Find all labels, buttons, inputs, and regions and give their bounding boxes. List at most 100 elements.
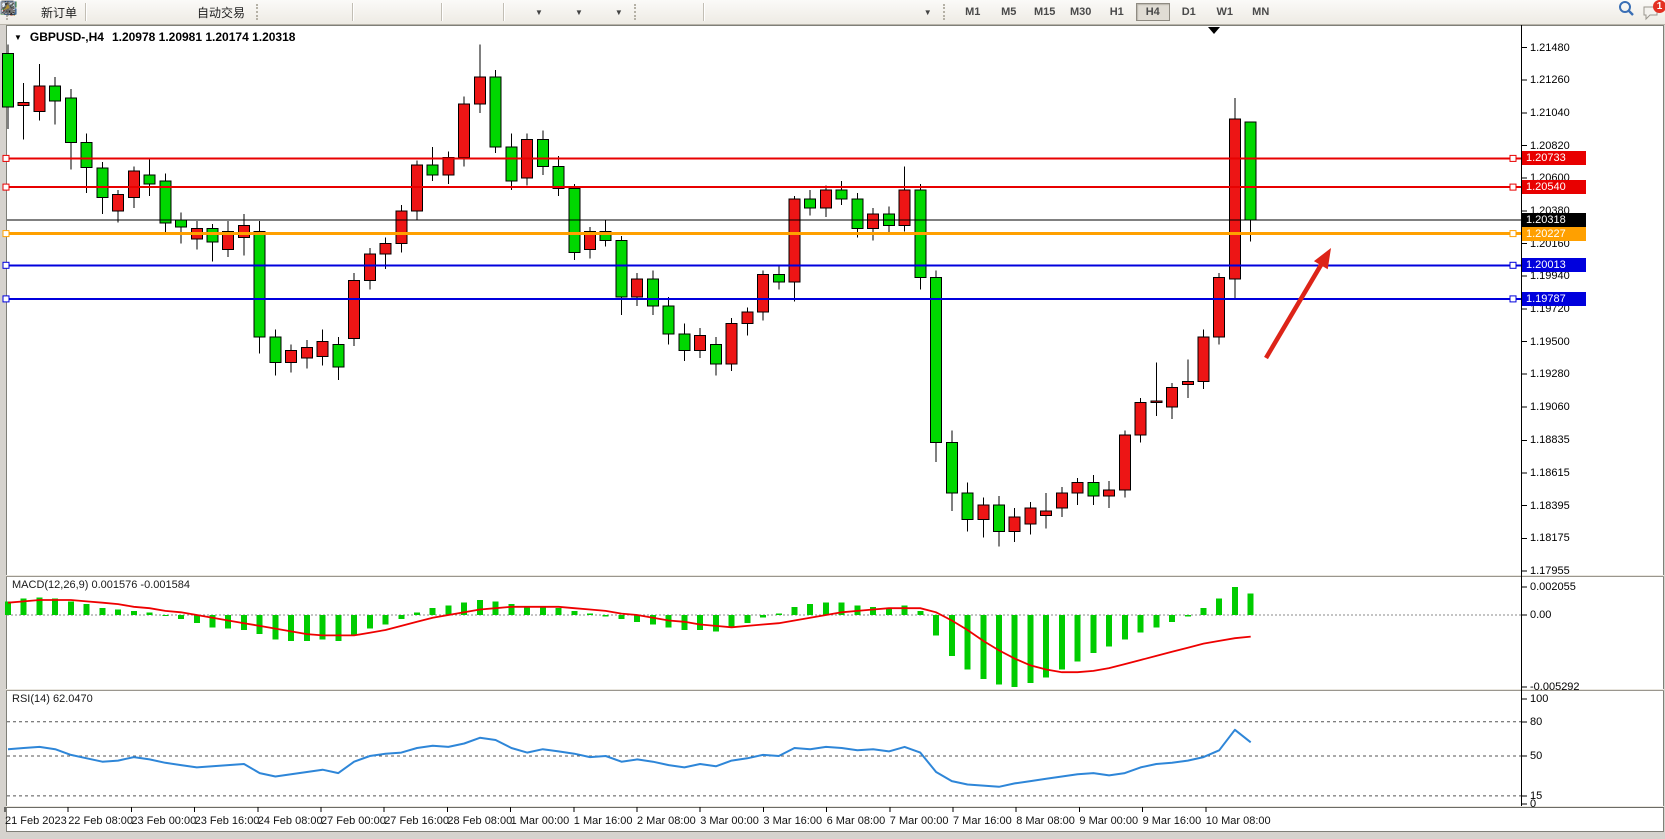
macd-scale-label: 0.00 [1530, 609, 1552, 621]
text-label-icon: T [1, 2, 892, 20]
rsi-label: RSI(14) 62.0470 [12, 693, 93, 705]
macd-scale-label: -0.005292 [1530, 681, 1580, 693]
timeframe-D1[interactable]: D1 [1181, 6, 1196, 18]
toolbar-grip[interactable] [633, 4, 640, 20]
price-tick-label: 1.18395 [1530, 499, 1570, 512]
chevron-down-icon: ▼ [614, 7, 623, 17]
timeframe-W1[interactable]: W1 [1216, 6, 1233, 18]
timeframe-H4[interactable]: H4 [1135, 3, 1170, 21]
notifications-button[interactable]: 1 [1642, 0, 1665, 21]
text-label-button[interactable]: T [1, 1, 897, 23]
time-tick-label: 1 Mar 00:00 [510, 815, 570, 827]
price-tick-label: 1.18615 [1530, 467, 1570, 479]
chevron-down-icon: ▼ [574, 7, 583, 17]
macd-signal-line [7, 599, 1251, 674]
rsi-scale-label: 100 [1530, 693, 1549, 705]
rsi-splitter[interactable] [6, 689, 1664, 691]
time-tick-label: 27 Feb 16:00 [384, 815, 450, 827]
svg-text:A: A [4, 1, 13, 16]
chart-shift-marker[interactable] [1208, 27, 1220, 34]
price-badge-1.20733: 1.20733 [1522, 151, 1586, 166]
line-handle[interactable] [1509, 183, 1517, 191]
new-order-label: 新订单 [41, 5, 78, 20]
time-tick-label: 3 Mar 16:00 [763, 815, 823, 827]
arrows-button[interactable]: ▼ [4, 1, 937, 23]
price-badge-1.20540: 1.20540 [1522, 180, 1586, 195]
rsi-scale-label: 80 [1530, 716, 1543, 728]
macd-splitter[interactable] [6, 575, 1664, 577]
time-tick-label: 3 Mar 00:00 [700, 815, 759, 827]
timeframe-H1[interactable]: H1 [1109, 6, 1124, 18]
timeframe-M1[interactable]: M1 [965, 6, 981, 18]
time-tick-label: 10 Mar 08:00 [1205, 815, 1271, 827]
line-handle[interactable] [2, 230, 10, 238]
time-axis-border [6, 806, 1664, 808]
chart-ohlc: 1.20978 1.20981 1.20174 1.20318 [111, 30, 296, 44]
svg-text:T: T [5, 3, 12, 15]
time-tick-label: 23 Feb 00:00 [131, 815, 197, 827]
text-icon: A [4, 1, 865, 20]
time-tick-label: 9 Mar 16:00 [1142, 815, 1202, 827]
price-tick-label: 1.17955 [1530, 565, 1570, 577]
line-handle[interactable] [1509, 230, 1517, 238]
time-tick-label: 8 Mar 08:00 [1016, 815, 1075, 827]
price-badge-1.20227: 1.20227 [1522, 226, 1586, 241]
line-handle[interactable] [2, 154, 10, 162]
price-tick-label: 1.18835 [1530, 434, 1570, 447]
line-handle[interactable] [1509, 295, 1517, 303]
candles [2, 44, 1257, 547]
time-tick-label: 23 Feb 16:00 [194, 815, 260, 827]
macd-label: MACD(12,26,9) 0.001576 -0.001584 [12, 579, 190, 591]
timeframe-M15[interactable]: M15 [1034, 6, 1056, 18]
price-tick-label: 1.21040 [1530, 106, 1570, 119]
autotrading-label: 自动交易 [197, 5, 246, 20]
line-handle[interactable] [2, 261, 10, 269]
line-handle[interactable] [1509, 261, 1517, 269]
price-badge-1.19787: 1.19787 [1522, 291, 1586, 306]
timeframe-MN[interactable]: MN [1252, 6, 1270, 18]
chart-symbol: GBPUSD-,H4 [29, 30, 104, 44]
axis-ticks [4, 47, 1527, 812]
rsi-scale-label: 15 [1530, 790, 1543, 802]
price-tick-label: 1.20820 [1530, 139, 1570, 152]
time-tick-label: 7 Mar 16:00 [953, 815, 1012, 827]
chevron-down-icon: ▼ [535, 7, 543, 17]
price-tick-label: 1.19940 [1530, 270, 1570, 283]
price-badge-1.20318: 1.20318 [1522, 213, 1586, 228]
toolbar-grip[interactable] [942, 4, 949, 20]
price-tick-label: 1.19280 [1530, 368, 1570, 381]
time-tick-label: 24 Feb 08:00 [257, 815, 323, 827]
line-handle[interactable] [1509, 154, 1517, 162]
time-tick-label: 1 Mar 16:00 [573, 815, 633, 827]
timeframe-M30[interactable]: M30 [1070, 6, 1092, 18]
notification-badge: 1 [1653, 0, 1665, 13]
timeframe-toolbar: M1 M5 M15 M30 H1 H4 D1 W1 MN [952, 0, 1282, 24]
time-tick-label: 27 Feb 00:00 [321, 815, 386, 827]
price-tick-label: 1.19720 [1530, 302, 1570, 315]
toolbar-grip[interactable] [256, 4, 262, 20]
timeframe-M5[interactable]: M5 [1001, 6, 1017, 18]
arrow-annotation[interactable] [1264, 248, 1331, 360]
time-tick-label: 9 Mar 00:00 [1079, 815, 1139, 827]
chart-window[interactable] [6, 25, 1664, 832]
search-icon[interactable] [1617, 1, 1634, 20]
line-handle[interactable] [2, 295, 10, 303]
price-tick-label: 1.18175 [1530, 532, 1570, 545]
text-button[interactable]: A [4, 1, 870, 23]
macd-scale-label: 0.002055 [1530, 581, 1576, 593]
rsi-scale-label: 50 [1530, 750, 1543, 762]
time-tick-label: 28 Feb 08:00 [447, 815, 513, 827]
price-tick-label: 1.19500 [1530, 335, 1570, 348]
symbol-dropdown-icon[interactable]: ▼ [14, 32, 22, 42]
time-tick-label: 22 Feb 08:00 [68, 815, 134, 827]
chevron-down-icon: ▼ [923, 7, 932, 17]
time-tick-label: 2 Mar 08:00 [637, 815, 696, 827]
time-tick-label: 6 Mar 08:00 [826, 815, 886, 827]
price-badge-1.20013: 1.20013 [1522, 258, 1586, 273]
line-handle[interactable] [2, 183, 10, 191]
price-axis-border [1521, 25, 1522, 806]
price-tick-label: 1.21260 [1530, 74, 1570, 87]
main-toolbar: 新订单 自动交易 [0, 0, 1665, 25]
